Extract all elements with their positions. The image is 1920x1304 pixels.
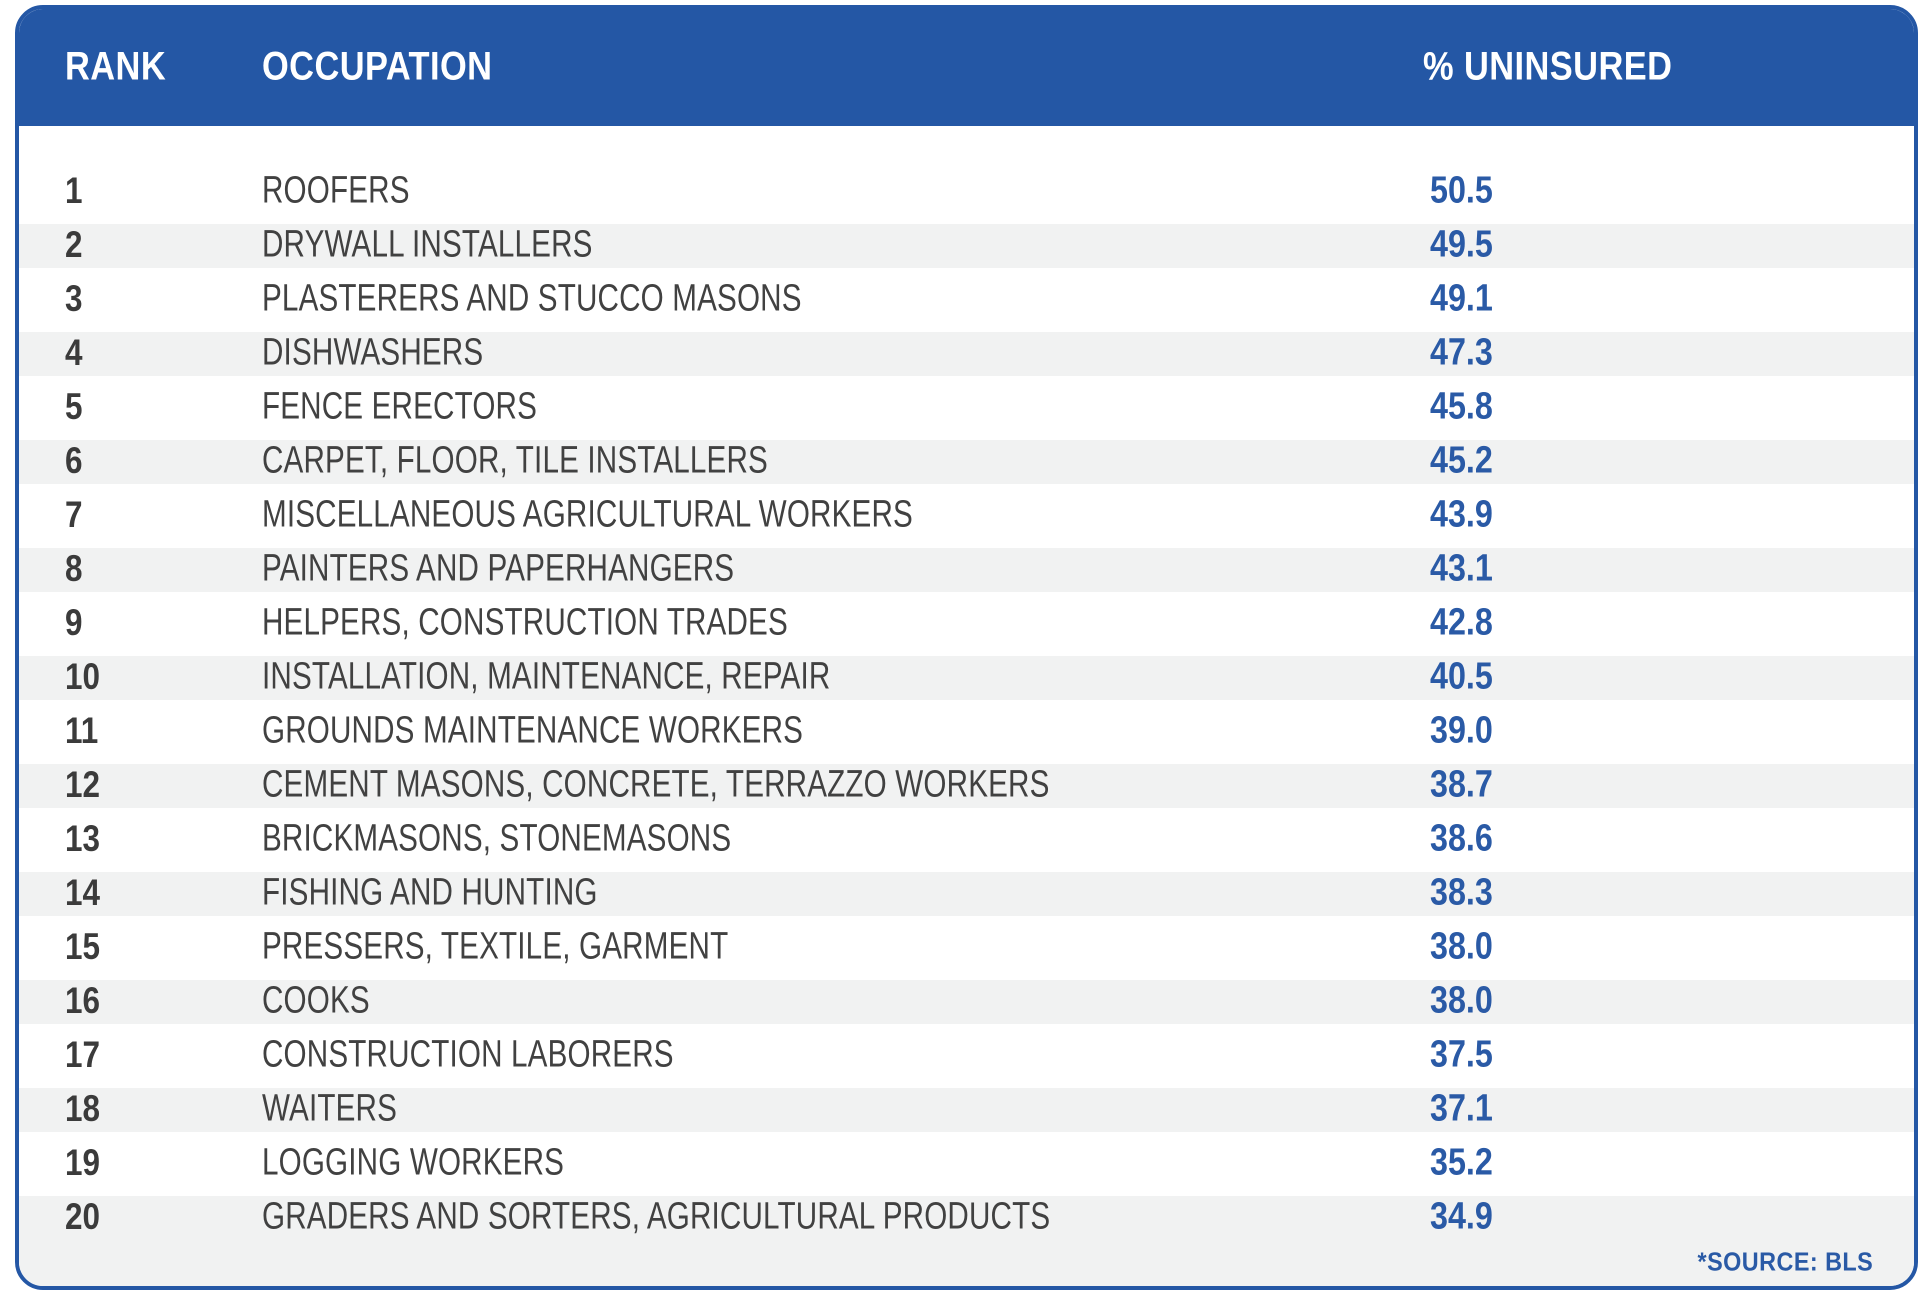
rank-cell: 16 <box>65 980 100 1022</box>
table-row: 10 INSTALLATION, MAINTENANCE, REPAIR 40.… <box>19 651 1914 705</box>
source-area: *SOURCE: BLS <box>19 1245 1914 1286</box>
rank-cell: 19 <box>65 1142 100 1184</box>
table-row: 19 LOGGING WORKERS 35.2 <box>19 1137 1914 1191</box>
occupation-cell: DRYWALL INSTALLERS <box>262 223 593 266</box>
rank-cell: 20 <box>65 1196 100 1238</box>
uninsured-value-cell: 38.6 <box>1430 817 1493 860</box>
header-body-gap <box>19 126 1914 165</box>
uninsured-value-cell: 38.0 <box>1430 979 1493 1022</box>
occupation-cell: CONSTRUCTION LABORERS <box>262 1033 674 1076</box>
rank-cell: 18 <box>65 1088 100 1130</box>
uninsured-value-cell: 38.0 <box>1430 925 1493 968</box>
rank-cell: 6 <box>65 440 83 482</box>
rank-cell: 13 <box>65 818 100 860</box>
uninsured-value-cell: 43.9 <box>1430 493 1493 536</box>
uninsured-value-cell: 47.3 <box>1430 331 1493 374</box>
table-row: 1 ROOFERS 50.5 <box>19 165 1914 219</box>
uninsured-value-cell: 43.1 <box>1430 547 1493 590</box>
occupation-cell: PLASTERERS AND STUCCO MASONS <box>262 277 802 320</box>
rank-cell: 17 <box>65 1034 100 1076</box>
rank-cell: 14 <box>65 872 100 914</box>
table-row: 18 WAITERS 37.1 <box>19 1083 1914 1137</box>
uninsured-value-cell: 45.8 <box>1430 385 1493 428</box>
rank-cell: 12 <box>65 764 100 806</box>
occupation-cell: INSTALLATION, MAINTENANCE, REPAIR <box>262 655 831 698</box>
uninsured-value-cell: 42.8 <box>1430 601 1493 644</box>
table-row: 11 GROUNDS MAINTENANCE WORKERS 39.0 <box>19 705 1914 759</box>
rank-cell: 7 <box>65 494 83 536</box>
table-row: 12 CEMENT MASONS, CONCRETE, TERRAZZO WOR… <box>19 759 1914 813</box>
uninsured-value-cell: 40.5 <box>1430 655 1493 698</box>
table-row: 15 PRESSERS, TEXTILE, GARMENT 38.0 <box>19 921 1914 975</box>
table-row: 20 GRADERS AND SORTERS, AGRICULTURAL PRO… <box>19 1191 1914 1245</box>
uninsured-value-cell: 49.5 <box>1430 223 1493 266</box>
occupation-cell: CARPET, FLOOR, TILE INSTALLERS <box>262 439 768 482</box>
uninsured-value-cell: 35.2 <box>1430 1141 1493 1184</box>
rank-cell: 2 <box>65 224 83 266</box>
occupation-cell: FISHING AND HUNTING <box>262 871 598 914</box>
uninsured-value-cell: 45.2 <box>1430 439 1493 482</box>
rank-cell: 11 <box>65 710 99 752</box>
occupation-cell: HELPERS, CONSTRUCTION TRADES <box>262 601 788 644</box>
occupation-cell: COOKS <box>262 979 370 1022</box>
uninsured-occupations-table: RANK OCCUPATION % UNINSURED 1 ROOFERS 50… <box>15 5 1918 1290</box>
occupation-cell: WAITERS <box>262 1087 398 1130</box>
uninsured-value-cell: 49.1 <box>1430 277 1493 320</box>
occupation-cell: MISCELLANEOUS AGRICULTURAL WORKERS <box>262 493 913 536</box>
table-row: 16 COOKS 38.0 <box>19 975 1914 1029</box>
column-header-rank: RANK <box>65 44 167 89</box>
occupation-cell: GROUNDS MAINTENANCE WORKERS <box>262 709 804 752</box>
table-row: 14 FISHING AND HUNTING 38.3 <box>19 867 1914 921</box>
rank-cell: 5 <box>65 386 83 428</box>
uninsured-value-cell: 39.0 <box>1430 709 1493 752</box>
table-body: 1 ROOFERS 50.5 2 DRYWALL INSTALLERS 49.5… <box>19 165 1914 1245</box>
rank-cell: 3 <box>65 278 83 320</box>
occupation-cell: GRADERS AND SORTERS, AGRICULTURAL PRODUC… <box>262 1195 1051 1238</box>
column-header-occupation: OCCUPATION <box>262 44 493 89</box>
table-header-bar: RANK OCCUPATION % UNINSURED <box>19 9 1914 126</box>
uninsured-value-cell: 37.5 <box>1430 1033 1493 1076</box>
table-row: 6 CARPET, FLOOR, TILE INSTALLERS 45.2 <box>19 435 1914 489</box>
table-row: 4 DISHWASHERS 47.3 <box>19 327 1914 381</box>
table-row: 8 PAINTERS AND PAPERHANGERS 43.1 <box>19 543 1914 597</box>
table-row: 13 BRICKMASONS, STONEMASONS 38.6 <box>19 813 1914 867</box>
rank-cell: 10 <box>65 656 100 698</box>
table-row: 5 FENCE ERECTORS 45.8 <box>19 381 1914 435</box>
table-row: 2 DRYWALL INSTALLERS 49.5 <box>19 219 1914 273</box>
table-row: 17 CONSTRUCTION LABORERS 37.5 <box>19 1029 1914 1083</box>
occupation-cell: PAINTERS AND PAPERHANGERS <box>262 547 735 590</box>
occupation-cell: LOGGING WORKERS <box>262 1141 565 1184</box>
table-row: 3 PLASTERERS AND STUCCO MASONS 49.1 <box>19 273 1914 327</box>
source-note: *SOURCE: BLS <box>1697 1246 1873 1277</box>
rank-cell: 8 <box>65 548 83 590</box>
occupation-cell: BRICKMASONS, STONEMASONS <box>262 817 732 860</box>
rank-cell: 1 <box>65 170 83 212</box>
uninsured-value-cell: 37.1 <box>1430 1087 1493 1130</box>
occupation-cell: DISHWASHERS <box>262 331 484 374</box>
occupation-cell: ROOFERS <box>262 169 410 212</box>
uninsured-value-cell: 38.3 <box>1430 871 1493 914</box>
occupation-cell: FENCE ERECTORS <box>262 385 538 428</box>
rank-cell: 9 <box>65 602 83 644</box>
table-row: 9 HELPERS, CONSTRUCTION TRADES 42.8 <box>19 597 1914 651</box>
rank-cell: 4 <box>65 332 83 374</box>
uninsured-value-cell: 38.7 <box>1430 763 1493 806</box>
table-row: 7 MISCELLANEOUS AGRICULTURAL WORKERS 43.… <box>19 489 1914 543</box>
occupation-cell: CEMENT MASONS, CONCRETE, TERRAZZO WORKER… <box>262 763 1050 806</box>
occupation-cell: PRESSERS, TEXTILE, GARMENT <box>262 925 729 968</box>
rank-cell: 15 <box>65 926 100 968</box>
column-header-uninsured: % UNINSURED <box>1423 44 1673 89</box>
uninsured-value-cell: 34.9 <box>1430 1195 1493 1238</box>
uninsured-value-cell: 50.5 <box>1430 169 1493 212</box>
